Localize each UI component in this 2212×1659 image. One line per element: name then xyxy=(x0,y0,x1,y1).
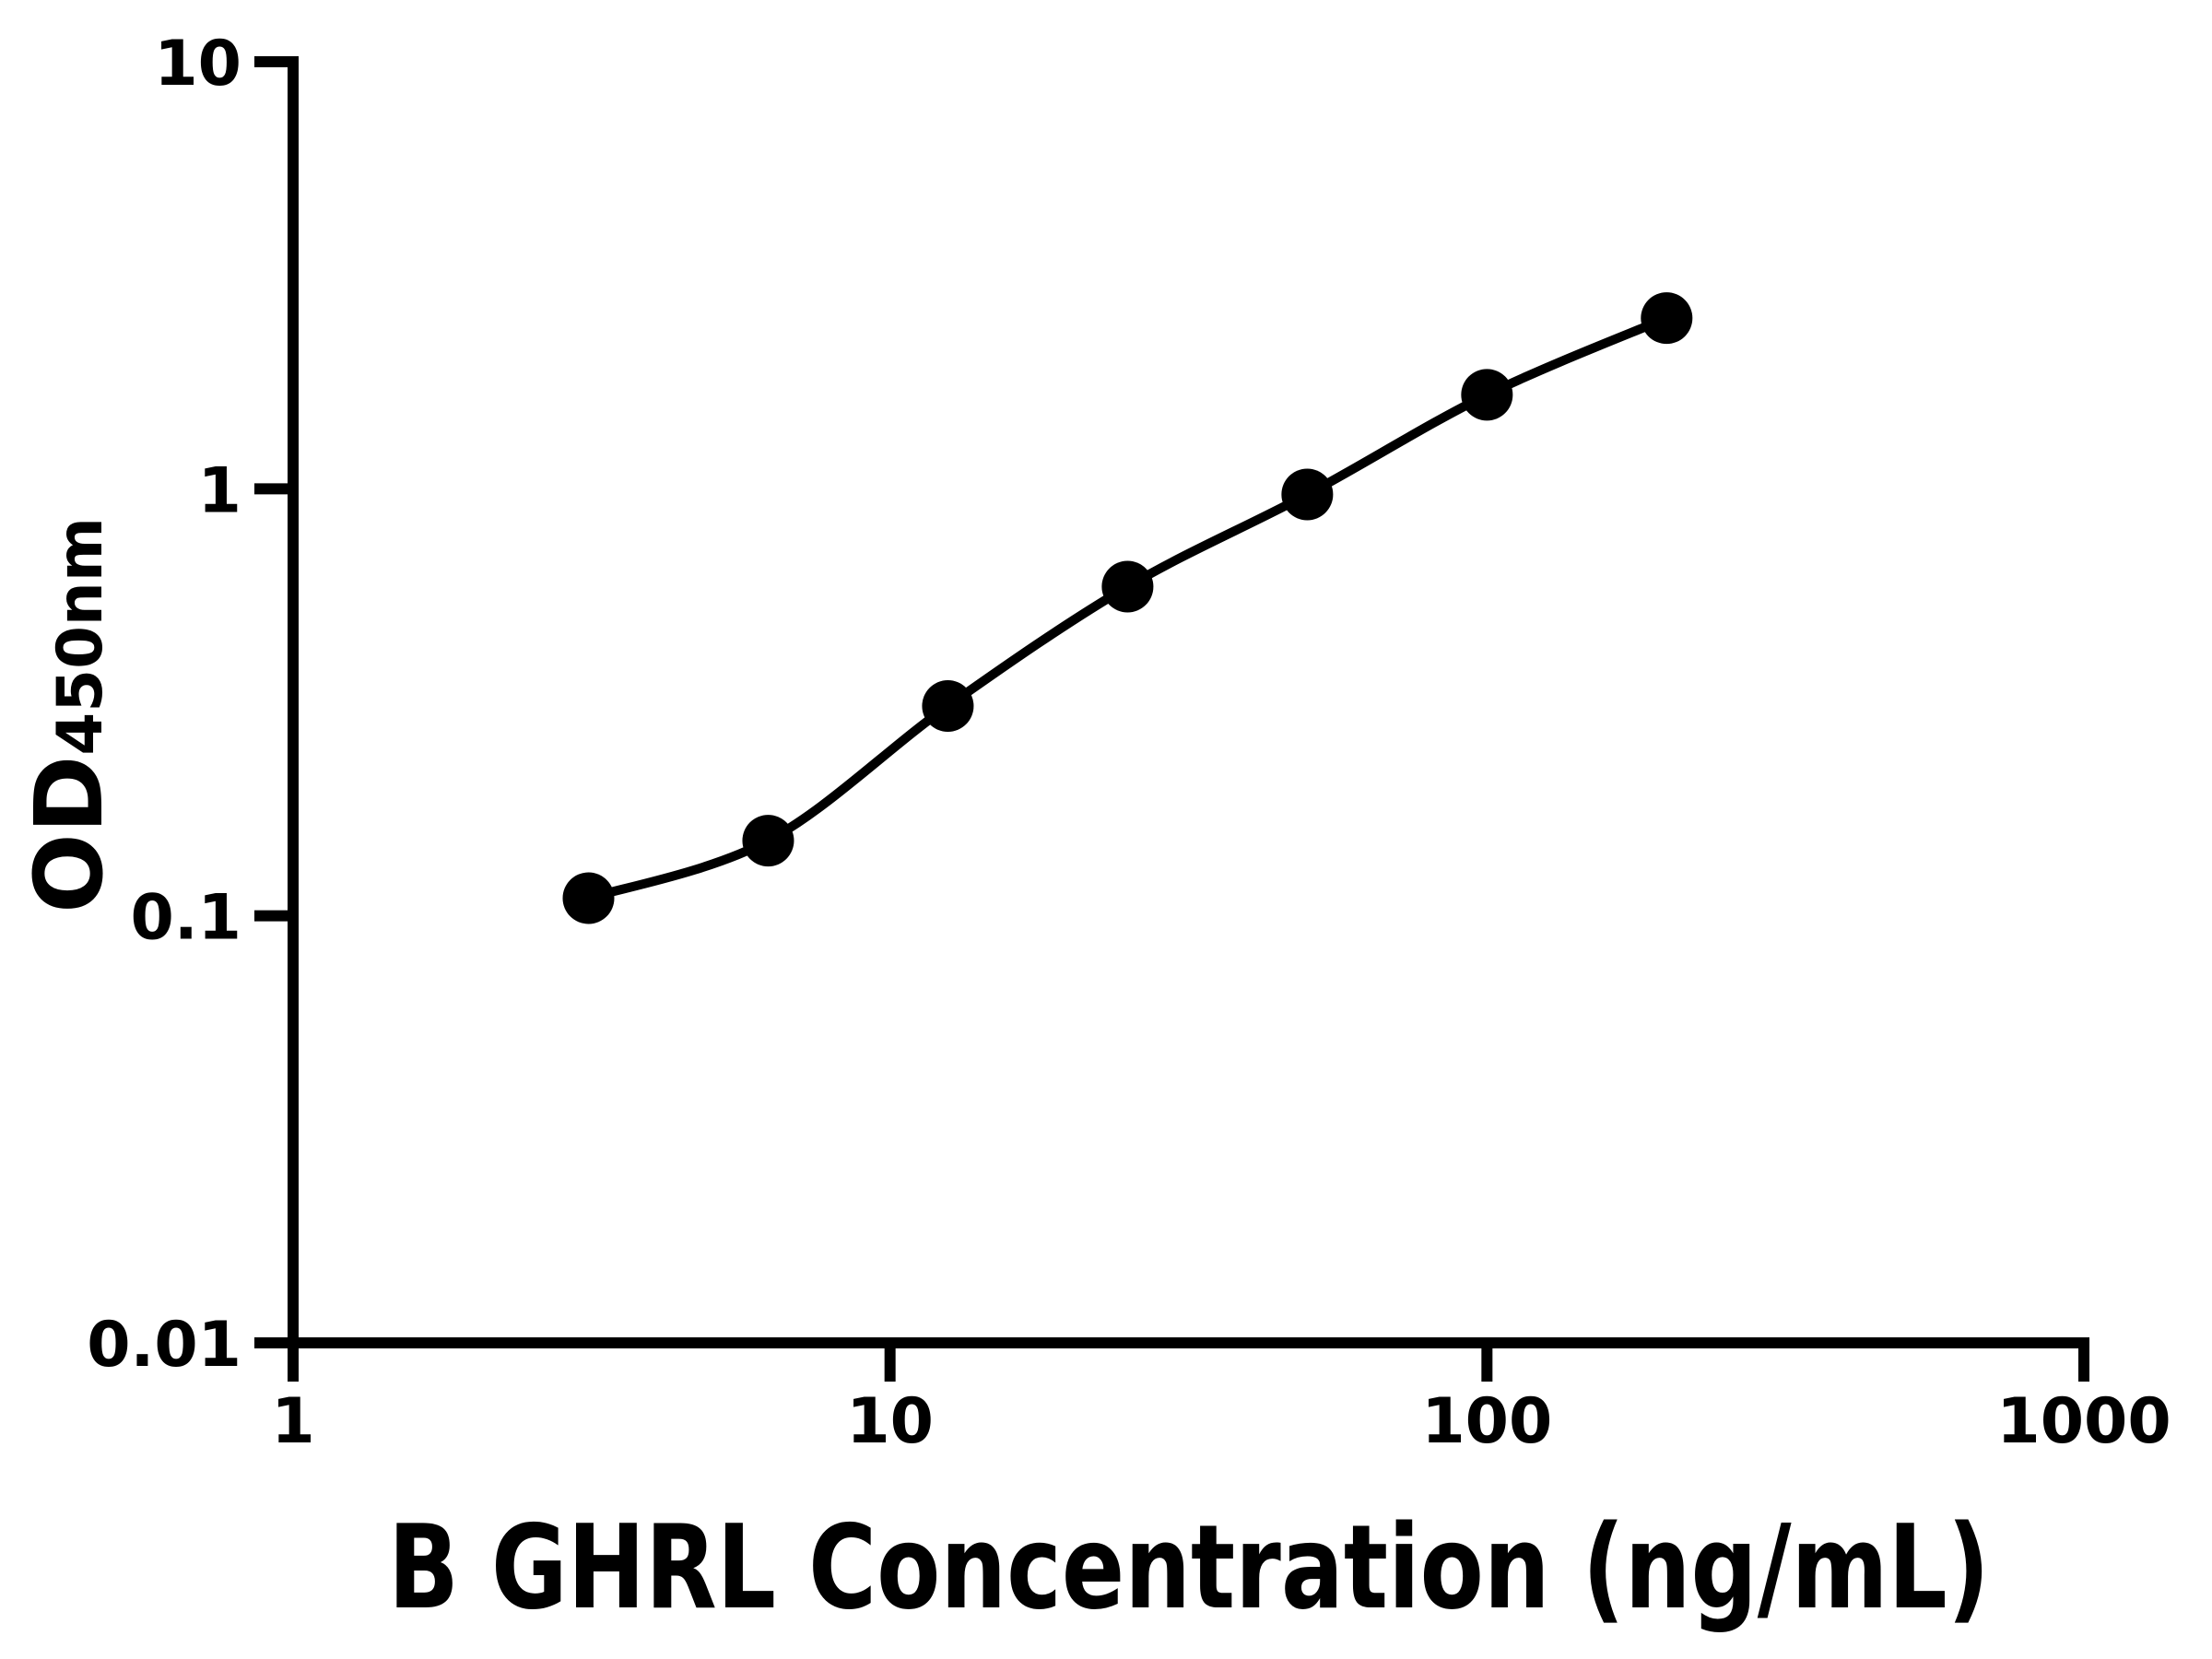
y-axis-title-main: OD xyxy=(15,755,124,913)
data-point xyxy=(922,680,974,733)
x-axis-tick-label: 100 xyxy=(1421,1385,1552,1458)
data-point xyxy=(562,872,615,924)
y-axis-tick-label: 0.01 xyxy=(87,1309,241,1382)
data-point xyxy=(1461,369,1513,421)
data-point xyxy=(1281,468,1334,521)
data-point xyxy=(1101,560,1154,613)
x-axis-tick-label: 1000 xyxy=(1996,1385,2171,1458)
x-axis-tick-label: 1 xyxy=(271,1385,314,1458)
y-axis-tick-label: 1 xyxy=(198,454,241,527)
y-axis-tick-label: 0.1 xyxy=(131,882,241,955)
data-point xyxy=(1641,292,1693,345)
y-axis-tick-label: 10 xyxy=(154,28,241,100)
x-axis-tick-label: 10 xyxy=(846,1385,934,1458)
data-point xyxy=(742,815,794,867)
x-axis-title: B GHRL Concentration (ng/mL) xyxy=(388,1500,1990,1635)
y-axis-title: OD450nm xyxy=(15,517,124,913)
y-axis-title-subscript: 450nm xyxy=(44,517,116,756)
